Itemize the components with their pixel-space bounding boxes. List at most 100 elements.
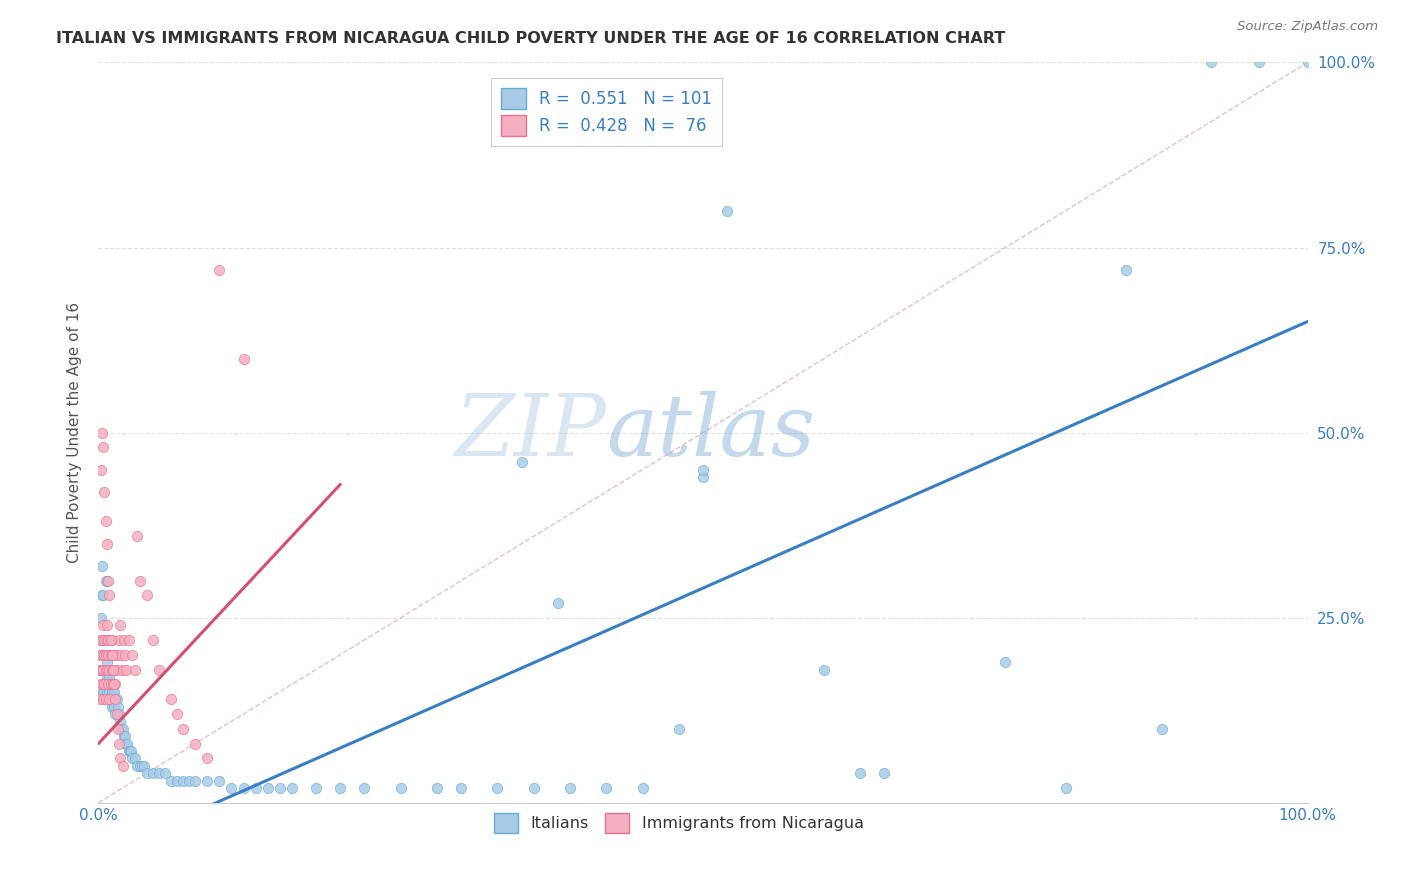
Text: Source: ZipAtlas.com: Source: ZipAtlas.com (1237, 20, 1378, 33)
Point (692, 470, 714, 484)
Point (118, 744, 141, 758)
Point (91, 663, 114, 677)
Point (96, 670, 118, 684)
Point (96, 574, 118, 588)
Point (1054, 780, 1077, 795)
Point (103, 663, 125, 677)
Point (93, 632, 115, 647)
Point (110, 648, 132, 662)
Point (100, 699, 122, 714)
Point (142, 766, 165, 780)
Point (256, 780, 278, 795)
Point (94, 574, 117, 588)
Point (101, 677, 124, 691)
Point (107, 699, 129, 714)
Point (1152, 722, 1174, 736)
Point (94, 648, 117, 662)
Point (100, 692, 122, 706)
Point (91, 648, 114, 662)
Point (91, 632, 114, 647)
Point (89, 692, 111, 706)
Point (107, 663, 129, 677)
Point (91, 677, 114, 691)
Point (120, 744, 142, 758)
Point (281, 780, 304, 795)
Point (94, 677, 117, 691)
Point (184, 773, 207, 788)
Point (101, 663, 124, 677)
Point (90, 648, 112, 662)
Point (329, 780, 352, 795)
Point (91, 589, 114, 603)
Point (558, 780, 581, 795)
Point (103, 685, 125, 699)
Point (91, 425, 114, 440)
Point (108, 632, 131, 647)
Point (127, 529, 149, 543)
Point (124, 663, 146, 677)
Point (98, 670, 121, 684)
Point (93, 685, 115, 699)
Point (94, 515, 117, 529)
Point (103, 699, 125, 714)
Point (160, 773, 183, 788)
Point (98, 677, 121, 691)
Point (179, 773, 201, 788)
Point (111, 663, 134, 677)
Point (98, 685, 121, 699)
Point (94, 663, 117, 677)
Point (105, 648, 128, 662)
Point (232, 351, 254, 366)
Point (389, 780, 412, 795)
Point (101, 677, 124, 691)
Point (90, 462, 112, 476)
Point (450, 780, 472, 795)
Point (96, 685, 118, 699)
Point (269, 780, 291, 795)
Point (1115, 262, 1137, 277)
Point (98, 589, 121, 603)
Point (108, 618, 131, 632)
Point (208, 262, 231, 277)
Point (118, 744, 141, 758)
Point (96, 632, 118, 647)
Point (547, 596, 569, 610)
Point (96, 655, 118, 669)
Point (221, 780, 243, 795)
Point (117, 737, 139, 751)
Point (172, 722, 194, 736)
Point (135, 766, 157, 780)
Point (153, 766, 176, 780)
Point (89, 663, 111, 677)
Point (90, 610, 112, 624)
Point (631, 780, 654, 795)
Point (91, 632, 114, 647)
Point (873, 766, 896, 780)
Point (91, 589, 114, 603)
Point (124, 751, 146, 765)
Point (111, 722, 134, 736)
Point (134, 758, 156, 772)
Point (128, 574, 150, 588)
Point (104, 706, 127, 721)
Point (1199, 55, 1222, 70)
Point (232, 780, 254, 795)
Point (93, 484, 115, 499)
Point (97, 677, 120, 691)
Point (103, 677, 125, 691)
Point (89, 663, 111, 677)
Point (523, 780, 546, 795)
Point (353, 780, 375, 795)
Point (121, 648, 143, 662)
Point (98, 692, 121, 706)
Point (94, 692, 117, 706)
Point (100, 685, 122, 699)
Text: atlas: atlas (606, 392, 815, 474)
Point (91, 692, 114, 706)
Point (97, 663, 120, 677)
Point (245, 780, 267, 795)
Point (111, 758, 134, 772)
Point (90, 677, 112, 691)
Point (100, 632, 122, 647)
Point (100, 663, 122, 677)
